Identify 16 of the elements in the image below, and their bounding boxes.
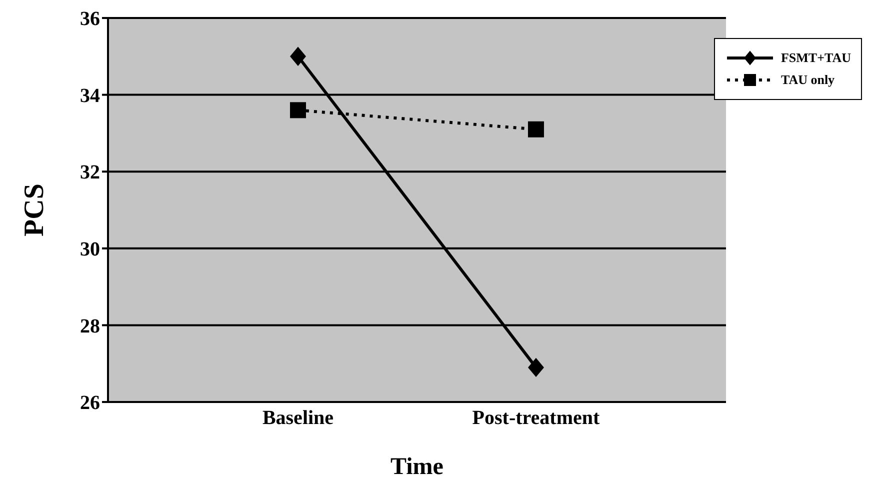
y-axis-title: PCS — [18, 184, 50, 236]
point — [290, 102, 306, 118]
x-tick-label: Baseline — [262, 407, 334, 430]
point — [528, 358, 544, 378]
point — [290, 46, 306, 66]
legend-label: FSMT+TAU — [780, 50, 851, 66]
y-tick-label: 26 — [80, 392, 100, 414]
y-tick-label: 28 — [80, 315, 100, 338]
x-tick-label: Post-treatment — [472, 407, 600, 430]
point — [528, 121, 544, 138]
y-tick-label: 32 — [80, 162, 100, 184]
legend-label: TAU only — [780, 72, 835, 88]
y-tick-label: 30 — [80, 238, 100, 260]
y-tick-label: 36 — [80, 8, 100, 30]
x-axis-title: Time — [390, 454, 444, 480]
y-tick-label: 34 — [80, 84, 100, 107]
